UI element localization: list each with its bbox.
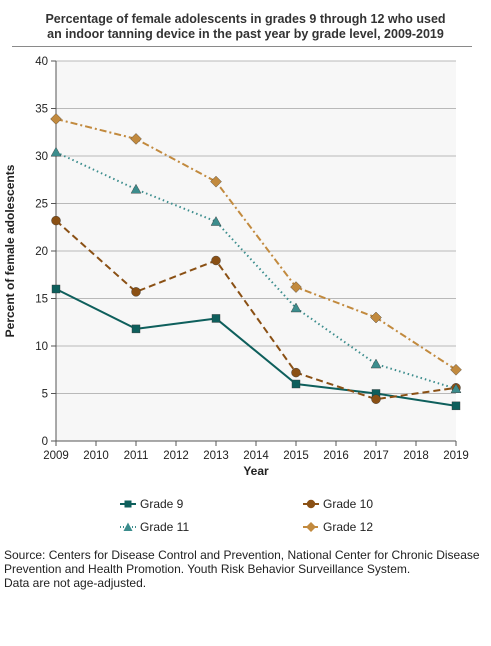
x-tick-label: 2010 [83,450,109,462]
y-tick-label: 5 [42,389,48,401]
y-tick-label: 35 [35,104,48,116]
data-point [211,255,221,266]
x-tick-label: 2018 [403,450,429,462]
series-line-1 [55,288,457,407]
y-tick-label: 30 [35,151,48,163]
source-note: Source: Centers for Disease Control and … [4,548,487,590]
data-point [450,383,462,393]
x-tick-label: 2016 [323,450,349,462]
data-point [50,113,62,125]
data-point [370,358,382,369]
data-point [451,401,461,411]
data-point [291,379,301,389]
chart-title: Percentage of female adolescents in grad… [20,12,471,42]
data-point [211,314,221,323]
data-point [130,183,142,194]
source-line-2: Prevention and Health Promotion. Youth R… [4,562,411,576]
x-axis-label: Year [243,464,269,478]
chart-title-line-1: Percentage of female adolescents in grad… [45,12,446,26]
data-point [290,302,302,313]
x-axis-ticks: 2009 2010 2011 2012 2013 2014 2015 2016 2017 2018… [43,441,469,462]
data-point [51,215,61,226]
source-line-3: Data are not age-adjusted. [4,576,147,590]
title-divider [12,46,472,47]
x-tick-label: 2012 [163,450,189,462]
data-point [131,287,141,297]
chart-title-line-2: an indoor tanning device in the past yea… [47,27,444,41]
x-tick-label: 2019 [443,450,469,462]
data-point [131,324,141,334]
x-tick-label: 2015 [283,450,309,462]
data-point [210,216,222,226]
series-lines [55,117,457,407]
x-tick-label: 2013 [203,450,229,462]
y-tick-label: 10 [35,341,48,353]
y-axis-label: Percent of female adolescents [3,164,17,337]
data-point [370,311,382,324]
y-tick-label: 0 [42,436,48,448]
x-tick-label: 2011 [124,450,149,462]
x-tick-label: 2009 [43,450,69,462]
y-tick-label: 25 [35,199,48,211]
series-line-3 [55,151,457,390]
data-point [130,133,142,145]
series-line-2 [55,219,457,401]
data-point [371,394,381,404]
x-tick-label: 2014 [243,450,269,462]
data-point [450,363,462,376]
data-point [290,281,302,293]
y-axis-ticks: 0 5 10 15 20 25 30 35 40 [35,56,56,448]
source-line-1: Source: Centers for Disease Control and … [4,548,480,562]
data-point [210,175,222,188]
x-tick-label: 2017 [363,450,389,462]
y-tick-label: 20 [35,246,48,258]
data-point [291,367,301,378]
y-tick-label: 15 [35,294,48,306]
series-line-4 [55,117,457,371]
y-tick-label: 40 [35,56,48,68]
series-markers [50,113,462,411]
data-point [50,146,62,157]
gridlines [56,60,456,394]
data-point [51,284,61,294]
